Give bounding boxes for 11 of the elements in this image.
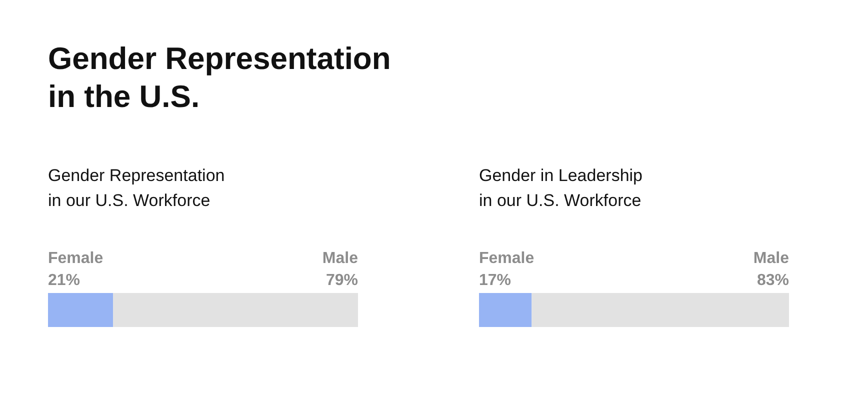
chart-subtitle: Gender Representation in our U.S. Workforce: [48, 165, 226, 210]
data-label: 79%: [326, 272, 358, 289]
chart-title: Gender Representation in the U.S.: [48, 40, 392, 116]
series-label: Male: [753, 250, 790, 267]
series-label: Male: [322, 250, 358, 267]
series-label: Female: [479, 250, 534, 267]
data-label: 21%: [48, 272, 80, 289]
series-label: Female: [48, 250, 104, 267]
data-label: 83%: [756, 272, 789, 289]
data-label: 17%: [479, 272, 512, 289]
chart-subtitle: Gender in Leadership in our U.S. Workforce: [479, 165, 644, 210]
